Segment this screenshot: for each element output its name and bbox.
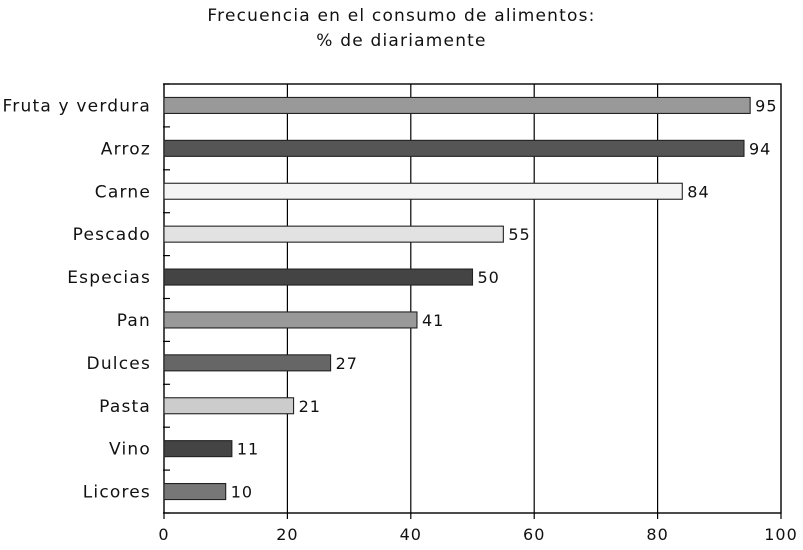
bar-0 [163, 96, 751, 114]
category-label: Fruta y verdura [3, 96, 151, 116]
value-label: 10 [231, 483, 253, 502]
value-label: 84 [687, 182, 709, 201]
bar-5 [163, 311, 418, 329]
x-tick-label-80: 80 [646, 525, 668, 544]
category-label: Pescado [73, 225, 151, 245]
x-tick-label-0: 0 [158, 525, 169, 544]
value-label: 41 [422, 311, 444, 330]
x-tick-label-40: 40 [400, 525, 422, 544]
category-label: Vino [109, 440, 151, 460]
bar-3 [163, 225, 504, 243]
bar-8 [163, 440, 233, 458]
x-tick-label-100: 100 [764, 525, 798, 544]
value-label: 94 [749, 139, 771, 158]
x-tick-label-20: 20 [276, 525, 298, 544]
category-label: Especias [67, 268, 151, 288]
value-label: 55 [508, 225, 530, 244]
bar-7 [163, 397, 295, 415]
category-label: Dulces [87, 354, 151, 374]
chart-title: Frecuencia en el consumo de alimentos: [207, 6, 596, 26]
bar-6 [163, 354, 332, 372]
value-label: 50 [478, 268, 500, 287]
category-label: Licores [83, 483, 151, 503]
category-label: Pasta [99, 397, 151, 417]
bar-2 [163, 182, 683, 200]
value-label: 95 [755, 96, 777, 115]
value-label: 11 [237, 440, 259, 459]
x-tick-label-60: 60 [523, 525, 545, 544]
chart-subtitle: % de diariamente [316, 31, 487, 51]
value-label: 27 [336, 354, 358, 373]
category-label: Pan [117, 311, 151, 331]
bar-1 [163, 139, 745, 157]
value-label: 21 [299, 397, 321, 416]
category-label: Arroz [101, 139, 151, 159]
category-label: Carne [95, 182, 151, 202]
bar-9 [163, 482, 227, 501]
bar-4 [163, 268, 474, 286]
